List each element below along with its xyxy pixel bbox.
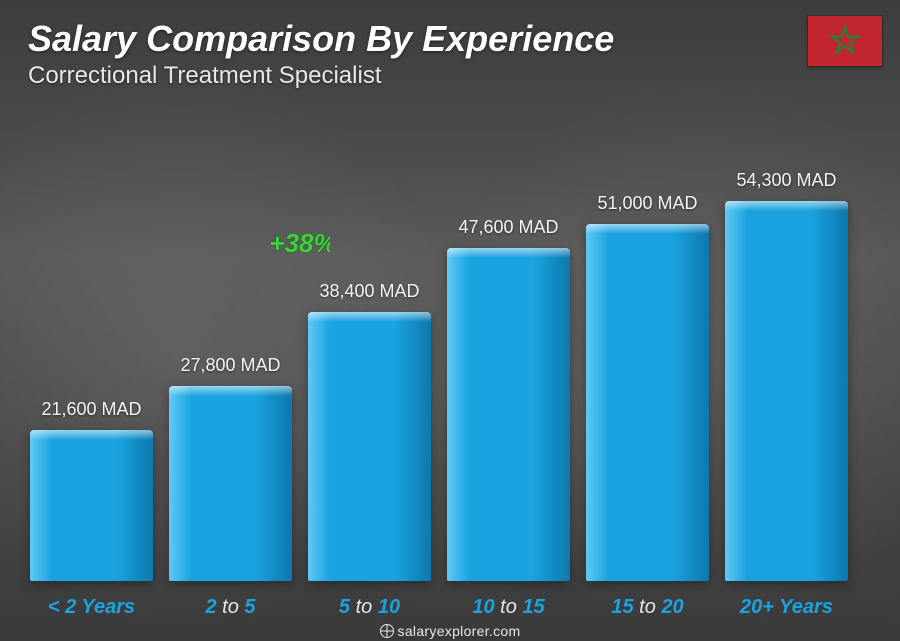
globe-icon [380, 624, 394, 638]
bar [725, 201, 848, 581]
page-title: Salary Comparison By Experience [28, 18, 614, 60]
bar-value-label: 54,300 MAD [736, 170, 836, 191]
bar-column: 47,600 MAD [447, 217, 570, 581]
bar-value-label: 51,000 MAD [597, 193, 697, 214]
bar-value-label: 27,800 MAD [180, 355, 280, 376]
x-axis: < 2 Years 2 to 5 5 to 10 10 to 15 15 to 20 20… [30, 596, 848, 619]
bar [586, 224, 709, 581]
x-tick: < 2 Years [30, 596, 153, 619]
bar-column: 54,300 MAD [725, 170, 848, 581]
page-subtitle: Correctional Treatment Specialist [28, 62, 381, 90]
bar [447, 248, 570, 581]
x-tick: 5 to 10 [308, 596, 431, 619]
infographic-stage: Salary Comparison By Experience Correcti… [0, 0, 900, 641]
bar [308, 312, 431, 581]
footer: salaryexplorer.com [0, 623, 900, 639]
x-tick: 15 to 20 [586, 596, 709, 619]
bar-value-label: 38,400 MAD [319, 281, 419, 302]
bar-value-label: 21,600 MAD [41, 399, 141, 420]
bar [169, 386, 292, 581]
x-tick: 2 to 5 [169, 596, 292, 619]
bar-value-label: 47,600 MAD [458, 217, 558, 238]
bar-column: 21,600 MAD [30, 399, 153, 581]
flag-star-icon [828, 24, 862, 58]
bar-column: 51,000 MAD [586, 193, 709, 581]
footer-text: salaryexplorer.com [398, 623, 521, 639]
bar-chart: 21,600 MAD 27,800 MAD 38,400 MAD 47,600 MAD… [30, 110, 848, 581]
bar-column: 27,800 MAD [169, 355, 292, 581]
bar-column: 38,400 MAD [308, 281, 431, 581]
morocco-flag [808, 16, 882, 66]
x-tick: 10 to 15 [447, 596, 570, 619]
x-tick: 20+ Years [725, 596, 848, 619]
bar [30, 430, 153, 581]
